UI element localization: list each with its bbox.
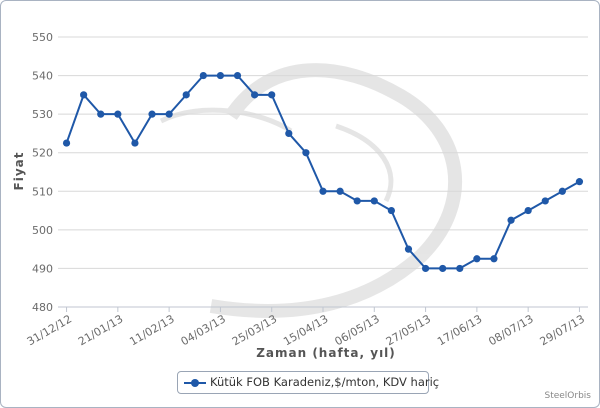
data-point[interactable] (353, 197, 361, 205)
data-point[interactable] (182, 91, 190, 99)
grid-lines (58, 36, 588, 308)
y-tick-label: 480 (32, 301, 53, 314)
data-point[interactable] (456, 264, 464, 273)
data-point[interactable] (251, 91, 259, 99)
data-point[interactable] (80, 91, 88, 99)
x-tick-label: 06/05/13 (333, 312, 382, 348)
credit-text[interactable]: SteelOrbis (544, 391, 591, 401)
data-point[interactable] (285, 129, 293, 138)
y-tick-label: 500 (32, 224, 53, 237)
data-point[interactable] (233, 71, 242, 80)
data-point[interactable] (97, 110, 105, 118)
data-point[interactable] (165, 110, 173, 118)
x-tick-label: 31/12/12 (25, 312, 74, 348)
y-axis-ticks: 480 490 500 510 520 530 540 550 (32, 31, 53, 314)
x-tick-label: 15/04/13 (281, 312, 330, 348)
x-tick-label: 17/06/13 (435, 312, 484, 348)
y-axis-title: Fiyat (12, 152, 26, 191)
watermark-logo (159, 63, 462, 318)
data-point[interactable] (421, 264, 430, 273)
y-tick-label: 540 (32, 70, 53, 83)
x-axis-title: Zaman (hafta, yıl) (256, 346, 396, 360)
data-point[interactable] (473, 255, 481, 263)
y-tick-label: 510 (32, 185, 53, 198)
data-point[interactable] (404, 245, 413, 253)
legend-label: Kütük FOB Karadeniz,$/mton, KDV hariç (210, 375, 440, 389)
data-point[interactable] (439, 264, 447, 273)
data-point[interactable] (62, 139, 71, 147)
data-point[interactable] (575, 178, 584, 186)
data-point[interactable] (524, 206, 532, 215)
data-point[interactable] (302, 149, 310, 157)
x-tick-label: 04/03/13 (179, 312, 228, 348)
data-point[interactable] (336, 187, 344, 195)
data-points (62, 71, 584, 273)
y-tick-label: 530 (32, 108, 53, 121)
y-tick-label: 490 (32, 262, 53, 275)
x-tick-label: 27/05/13 (384, 312, 433, 348)
x-tick-label: 08/07/13 (486, 312, 535, 348)
data-point[interactable] (268, 91, 276, 99)
data-point[interactable] (541, 197, 549, 205)
data-point[interactable] (148, 110, 156, 118)
x-tick-label: 25/03/13 (230, 312, 279, 348)
x-tick-label: 21/01/13 (76, 312, 125, 348)
data-point[interactable] (490, 255, 498, 263)
data-point[interactable] (216, 71, 225, 80)
x-tick-label: 29/07/13 (538, 312, 587, 348)
data-point[interactable] (114, 110, 122, 118)
legend-marker (191, 379, 199, 387)
data-point[interactable] (507, 216, 515, 224)
data-point[interactable] (199, 71, 207, 80)
data-point[interactable] (319, 187, 327, 195)
data-point[interactable] (370, 197, 378, 205)
legend[interactable]: Kütük FOB Karadeniz,$/mton, KDV hariç (177, 371, 439, 394)
series-line (65, 74, 580, 270)
data-point[interactable] (387, 206, 395, 215)
y-tick-label: 520 (32, 147, 53, 160)
y-tick-label: 550 (32, 31, 53, 44)
data-point[interactable] (558, 187, 566, 195)
x-tick-label: 11/02/13 (127, 312, 176, 348)
data-point[interactable] (131, 139, 139, 147)
